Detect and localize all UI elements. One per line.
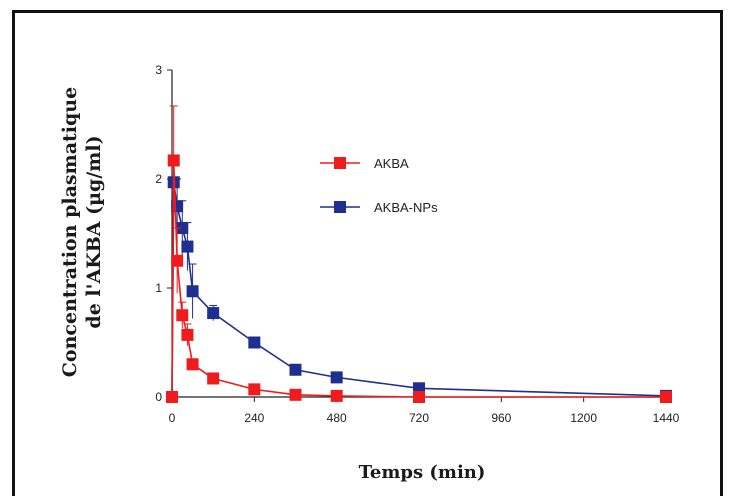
x-axis-label: Temps (min) (359, 462, 486, 483)
legend-label: AKBA (374, 156, 409, 171)
x-tick-label: 480 (327, 411, 347, 425)
legend: AKBA AKBA-NPs (320, 156, 438, 215)
data-point-akba (660, 391, 672, 403)
data-point-akba-nps (289, 363, 302, 376)
data-point-akba (166, 391, 178, 403)
axes: 0 1 2 3 0 240 480 720 960 1200 1440 (155, 63, 679, 425)
x-tick-label: 1200 (570, 411, 597, 425)
data-point-akba (186, 358, 199, 371)
legend-item-akba-nps: AKBA-NPs (320, 200, 438, 215)
x-tick-label: 1440 (653, 411, 680, 425)
legend-marker (334, 201, 346, 213)
series-layer (166, 105, 672, 403)
x-tick-label: 240 (244, 411, 264, 425)
data-point-akba-nps (176, 222, 189, 235)
legend-label: AKBA-NPs (374, 200, 438, 215)
data-point-akba (413, 391, 425, 403)
y-tick-label: 1 (155, 281, 162, 295)
data-point-akba (171, 254, 184, 267)
x-tick-label: 960 (491, 411, 511, 425)
chart-frame (12, 10, 723, 496)
y-axis-label-line-2: de l'AKBA (µg/ml) (83, 135, 105, 328)
data-point-akba (167, 154, 180, 167)
x-tick-label: 0 (169, 411, 176, 425)
data-point-akba (289, 388, 302, 401)
data-point-akba (181, 328, 194, 341)
x-tick-label: 720 (409, 411, 429, 425)
data-point-akba (330, 389, 343, 402)
y-tick-label: 2 (155, 172, 162, 186)
series-akba (166, 105, 672, 403)
data-point-akba-nps (186, 285, 199, 298)
y-axis-label-line-1: Concentration plasmatique (59, 87, 81, 377)
data-point-akba-nps (207, 307, 220, 320)
y-tick-label: 0 (155, 390, 162, 404)
legend-marker (334, 157, 346, 169)
legend-item-akba: AKBA (320, 156, 409, 171)
y-tick-label: 3 (155, 63, 162, 77)
data-point-akba-nps (181, 240, 194, 253)
data-point-akba (176, 309, 189, 322)
data-point-akba-nps (248, 336, 261, 349)
data-point-akba (248, 383, 261, 396)
series-akba-nps (166, 159, 672, 403)
data-point-akba (207, 372, 220, 385)
data-point-akba-nps (330, 371, 343, 384)
series-line-akba (171, 160, 666, 398)
